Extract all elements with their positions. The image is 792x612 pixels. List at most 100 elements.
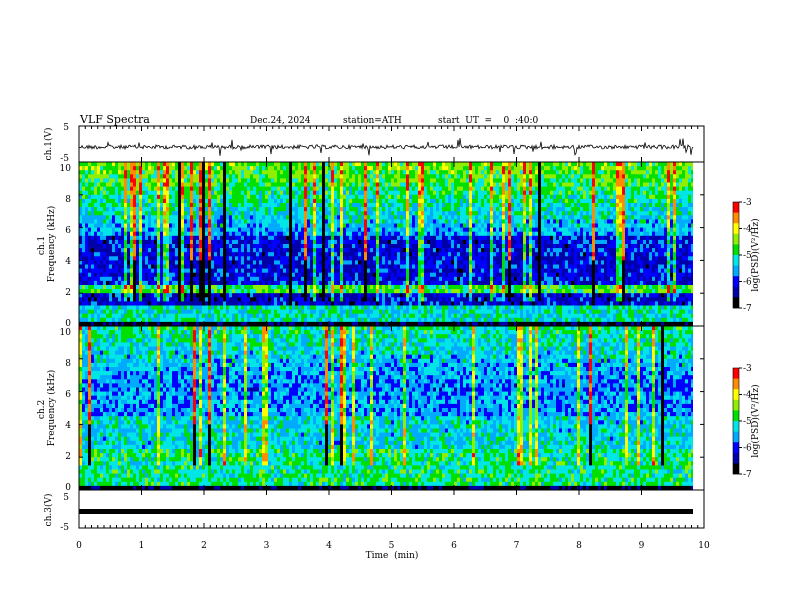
- ch1-spec-cell: [118, 256, 122, 261]
- ch1-spec-cell: [163, 207, 167, 212]
- ch1-spec-cell: [460, 162, 464, 167]
- ch1-spec-cell: [481, 186, 485, 191]
- ch1-spec-cell: [421, 207, 425, 212]
- ch1-spec-cell: [400, 252, 404, 257]
- ch1-spec-cell: [418, 227, 422, 232]
- ch1-spec-cell: [595, 207, 599, 212]
- ch1-spec-cell: [415, 215, 419, 220]
- ch1-spec-cell: [334, 211, 338, 216]
- ch1-spec-cell: [112, 260, 116, 265]
- ch1-spec-cell: [688, 198, 692, 204]
- ch1-spec-cell: [118, 244, 122, 249]
- ch1-spec-cell: [220, 219, 224, 224]
- ch1-spec-cell: [268, 239, 272, 245]
- ch1-spec-cell: [424, 162, 428, 167]
- ch1-spec-cell: [112, 227, 116, 232]
- ch1-spec-cell: [382, 219, 386, 224]
- ch1-spec-cell: [295, 215, 299, 220]
- ch1-spec-cell: [211, 198, 215, 204]
- ch1-spec-cell: [403, 231, 407, 237]
- ch1-spec-cell: [235, 162, 239, 167]
- ch1-spec-cell: [505, 178, 509, 183]
- ch1-spec-cell: [496, 231, 500, 237]
- ch1-spec-cell: [457, 227, 461, 232]
- ch1-spec-cell: [217, 203, 221, 208]
- ch1-spec-cell: [385, 223, 389, 228]
- ch1-spec-cell: [592, 182, 596, 187]
- ch1-spec-cell: [361, 190, 365, 196]
- ch1-spec-cell: [358, 223, 362, 228]
- ch1-spec-cell: [556, 207, 560, 212]
- ch1-spec-cell: [574, 235, 578, 241]
- ch1-spec-cell: [478, 231, 482, 237]
- ch1-spec-cell: [568, 170, 572, 175]
- ch1-spec-cell: [643, 178, 647, 183]
- ch1-spec-cell: [634, 227, 638, 232]
- ch1-spec-cell: [181, 186, 185, 191]
- ch1-spec-cell: [106, 174, 110, 179]
- ch1-spec-cell: [640, 239, 644, 245]
- ch1-spec-cell: [682, 207, 686, 212]
- ch1-spec-cell: [163, 182, 167, 187]
- ch1-spec-cell: [217, 178, 221, 183]
- ch1-spec-cell: [442, 194, 446, 200]
- ch1-spec-cell: [397, 162, 401, 167]
- ch1-spec-cell: [202, 235, 206, 241]
- ch1-spec-cell: [121, 235, 125, 241]
- ch1-spec-cell: [304, 170, 308, 175]
- ch1-spec-cell: [490, 239, 494, 245]
- ch1-spec-cell: [619, 256, 623, 261]
- ch1-spec-cell: [412, 178, 416, 183]
- ch1-spec-cell: [400, 194, 404, 200]
- ch1-spec-cell: [571, 166, 575, 171]
- ch1-spec-cell: [121, 170, 125, 175]
- ch1-spec-cell: [691, 244, 695, 249]
- ch1-spec-cell: [214, 227, 218, 232]
- ch1-spec-cell: [562, 239, 566, 245]
- ch1-spec-cell: [286, 244, 290, 249]
- ch1-spec-cell: [181, 162, 185, 167]
- ch1-spec-cell: [652, 166, 656, 171]
- ch1-spec-cell: [340, 182, 344, 187]
- ch1-spec-cell: [355, 239, 359, 245]
- ch1-spec-cell: [604, 182, 608, 187]
- ch1-spec-cell: [169, 227, 173, 232]
- ch1-spec-cell: [247, 252, 251, 257]
- ch1-spec-cell: [631, 170, 635, 175]
- ch1-spec-cell: [487, 207, 491, 212]
- ch1-spec-cell: [499, 162, 503, 167]
- ch1-spec-cell: [289, 231, 293, 237]
- ch1-spec-cell: [646, 231, 650, 237]
- ch1-spec-cell: [460, 198, 464, 204]
- ch1-spec-cell: [676, 190, 680, 196]
- ch1-spec-cell: [229, 182, 233, 187]
- ch1-spec-cell: [160, 248, 164, 253]
- ch1-spec-cell: [370, 166, 374, 171]
- ch1-spec-cell: [259, 223, 263, 228]
- ch1-spec-cell: [598, 166, 602, 171]
- ch1-spec-cell: [691, 203, 695, 208]
- ch1-spec-cell: [445, 174, 449, 179]
- ch1-spec-cell: [172, 223, 176, 228]
- ch1-spec-cell: [610, 223, 614, 228]
- ch1-spec-cell: [283, 219, 287, 224]
- ch1-spec-cell: [670, 194, 674, 200]
- ch1-spec-cell: [448, 244, 452, 249]
- ch1-spec-cell: [610, 239, 614, 245]
- ch1-spec-cell: [304, 203, 308, 208]
- ch1-spec-cell: [232, 235, 236, 241]
- ch1-spec-cell: [253, 223, 257, 228]
- ch1-spec-cell: [370, 178, 374, 183]
- ch1-spec-cell: [376, 166, 380, 171]
- ch1-spec-cell: [304, 244, 308, 249]
- ch1-spec-cell: [127, 260, 131, 265]
- ch1-spec-cell: [247, 186, 251, 191]
- ch1-spec-cell: [643, 231, 647, 237]
- ch1-spec-cell: [400, 219, 404, 224]
- ch1-spec-cell: [565, 178, 569, 183]
- ch1-spec-cell: [163, 235, 167, 241]
- ch1-spec-cell: [301, 166, 305, 171]
- ch1-spec-cell: [280, 170, 284, 175]
- ch1-spec-cell: [187, 166, 191, 171]
- ch1-spec-cell: [505, 162, 509, 167]
